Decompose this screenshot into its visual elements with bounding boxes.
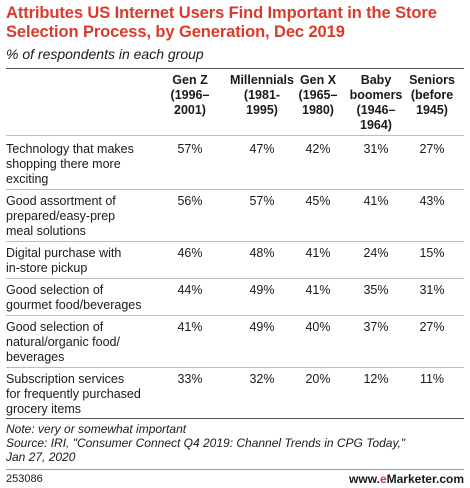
table-cell: 45% — [305, 194, 331, 208]
column-header-line: (1965– — [298, 88, 338, 102]
note-line: Note: very or somewhat important — [6, 422, 187, 436]
source-note: Note: very or somewhat important Source:… — [6, 422, 464, 464]
row-label: Subscription services for frequently purc… — [6, 372, 166, 417]
row-label-line: Digital purchase with — [6, 246, 122, 260]
table-cell: 42% — [305, 142, 331, 156]
column-header-line: 1995) — [246, 103, 278, 117]
row-label-line: Subscription services — [6, 372, 125, 386]
column-header-line: (1996– — [170, 88, 210, 102]
row-label: Good selection of gourmet food/beverages — [6, 283, 166, 313]
header-top-rule — [6, 68, 464, 69]
table-cell: 41% — [363, 194, 389, 208]
table-cell: 20% — [305, 372, 331, 386]
column-header-line: Gen X — [299, 73, 337, 87]
row-label-line: natural/organic food/ — [6, 335, 120, 349]
row-label-line: shopping there more — [6, 157, 121, 171]
table-cell: 31% — [363, 142, 389, 156]
column-header: Baby boomers (1946– 1964) — [346, 73, 406, 133]
table-cell: 57% — [249, 194, 275, 208]
row-label-line: gourmet food/beverages — [6, 298, 142, 312]
table-cell: 33% — [177, 372, 203, 386]
table-cell: 57% — [177, 142, 203, 156]
footer-rule — [6, 469, 464, 470]
column-header-line: Millennials — [230, 73, 294, 87]
chart-id: 253086 — [6, 473, 43, 485]
brand-suffix: Marketer.com — [386, 472, 464, 486]
row-divider — [6, 241, 464, 242]
row-divider — [6, 189, 464, 190]
row-label: Good selection of natural/organic food/be… — [6, 320, 166, 365]
chart-title: Attributes US Internet Users Find Import… — [6, 4, 437, 41]
table-bottom-rule — [6, 418, 464, 419]
row-label-line: Good selection of — [6, 283, 104, 297]
row-label-line: beverages — [6, 350, 65, 364]
brand-accent: e — [379, 472, 387, 486]
table-cell: 40% — [305, 320, 331, 334]
table-cell: 31% — [419, 283, 445, 297]
row-label-line: Good selection of — [6, 320, 104, 334]
table-cell: 11% — [419, 372, 445, 386]
row-label: Technology that makes shopping there more… — [6, 142, 166, 187]
table-cell: 48% — [249, 246, 275, 260]
column-header-line: (before — [410, 88, 454, 102]
row-label-line: grocery items — [6, 402, 82, 416]
table-cell: 24% — [363, 246, 389, 260]
table-cell: 37% — [363, 320, 389, 334]
column-header-line: Seniors — [409, 73, 455, 87]
table-cell: 35% — [363, 283, 389, 297]
row-divider — [6, 278, 464, 279]
table-cell: 44% — [177, 283, 203, 297]
table-cell: 41% — [305, 246, 331, 260]
table-cell: 27% — [419, 142, 445, 156]
row-label: Digital purchase with in-store pickup — [6, 246, 166, 276]
column-header-line: Baby — [360, 73, 392, 87]
column-header: Gen Z (1996– 2001) — [163, 73, 217, 118]
table-cell: 15% — [419, 246, 445, 260]
brand-prefix: www. — [349, 472, 380, 486]
table-cell: 47% — [249, 142, 275, 156]
row-label: Good assortment of prepared/easy-prep meal… — [6, 194, 166, 239]
table-cell: 56% — [177, 194, 203, 208]
row-label-line: for frequently purchased — [6, 387, 141, 401]
table-cell: 46% — [177, 246, 203, 260]
row-divider — [6, 367, 464, 368]
column-header-line: 1980) — [302, 103, 334, 117]
row-label-line: Good assortment of — [6, 194, 116, 208]
table-cell: 32% — [249, 372, 275, 386]
table-cell: 49% — [249, 283, 275, 297]
chart-subtitle: % of respondents in each group — [6, 46, 204, 62]
row-label-line: meal solutions — [6, 224, 86, 238]
source-date-line: Jan 27, 2020 — [6, 450, 76, 464]
table-cell: 43% — [419, 194, 445, 208]
row-divider — [6, 315, 464, 316]
brand-logo: www.eMarketer.com — [349, 472, 464, 486]
column-header-line: 1964) — [360, 118, 392, 132]
column-header: Seniors (before 1945) — [406, 73, 458, 118]
table-cell: 41% — [177, 320, 203, 334]
column-header-line: (1946– — [356, 103, 396, 117]
source-line: Source: IRI, "Consumer Connect Q4 2019: … — [6, 436, 406, 450]
row-label-line: exciting — [6, 172, 49, 186]
table-cell: 27% — [419, 320, 445, 334]
row-label-line: Technology that makes — [6, 142, 134, 156]
column-header: Gen X (1965– 1980) — [292, 73, 344, 118]
column-header-line: Gen Z — [172, 73, 208, 87]
column-header-line: 2001) — [174, 103, 206, 117]
table-cell: 12% — [363, 372, 389, 386]
column-header-line: 1945) — [416, 103, 448, 117]
table-cell: 41% — [305, 283, 331, 297]
column-header-line: (1981- — [243, 88, 281, 102]
column-header: Millennials (1981- 1995) — [223, 73, 301, 118]
row-label-line: prepared/easy-prep — [6, 209, 116, 223]
header-bottom-rule — [6, 135, 464, 136]
row-label-line: in-store pickup — [6, 261, 88, 275]
column-header-line: boomers — [349, 88, 403, 102]
table-cell: 49% — [249, 320, 275, 334]
